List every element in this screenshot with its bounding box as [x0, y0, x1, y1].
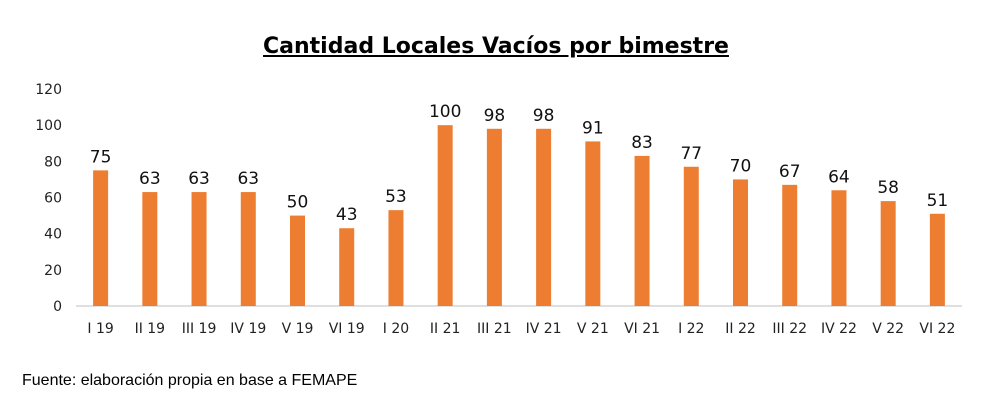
- x-tick-label-11: VI 21: [624, 321, 660, 337]
- x-tick-label-9: IV 21: [526, 321, 562, 337]
- x-tick-label-10: V 21: [577, 321, 609, 337]
- y-axis: 0 20 40 60 80 100 120: [35, 82, 62, 315]
- x-tick-label-13: II 22: [725, 321, 756, 337]
- bar-5: [339, 228, 355, 306]
- bar-2: [191, 192, 207, 306]
- x-tick-label-4: V 19: [282, 321, 314, 337]
- y-tick-label-6: 120: [35, 82, 62, 98]
- y-tick-label-0: 0: [53, 299, 62, 315]
- data-label-16: 58: [877, 178, 899, 198]
- data-label-15: 64: [828, 167, 850, 187]
- bar-9: [536, 128, 552, 306]
- data-label-9: 98: [533, 106, 555, 126]
- y-tick-label-5: 100: [35, 118, 62, 134]
- data-label-17: 51: [927, 191, 949, 211]
- x-axis: I 19 II 19 III 19 IV 19 V 19 VI 19 I 20 II 21 II…: [87, 321, 955, 337]
- bar-4: [290, 215, 305, 306]
- data-label-8: 98: [484, 106, 506, 126]
- x-tick-label-3: IV 19: [230, 321, 266, 337]
- bar-chart: 0 20 40 60 80 100 120 75 63 63 63 50 43 53 100 98 98 91 8…: [35, 82, 962, 337]
- chart-title: Cantidad Locales Vacíos por bimestre: [263, 34, 729, 59]
- data-label-0: 75: [90, 147, 112, 167]
- bar-14: [782, 184, 798, 306]
- data-label-1: 63: [139, 169, 161, 189]
- bar-1: [142, 192, 158, 306]
- bar-12: [683, 166, 699, 306]
- y-tick-label-1: 20: [44, 263, 62, 279]
- x-tick-label-14: III 22: [772, 321, 807, 337]
- bar-16: [880, 201, 896, 306]
- x-tick-label-7: II 21: [430, 321, 461, 337]
- bar-7: [437, 125, 453, 307]
- x-tick-label-1: II 19: [135, 321, 166, 337]
- data-label-10: 91: [582, 118, 604, 138]
- data-label-7: 100: [429, 102, 461, 122]
- data-label-5: 43: [336, 205, 358, 225]
- bar-11: [634, 155, 650, 306]
- bar-15: [831, 190, 847, 306]
- data-label-11: 83: [631, 133, 653, 153]
- x-tick-label-5: VI 19: [329, 321, 365, 337]
- x-tick-label-8: III 21: [477, 321, 512, 337]
- bar-10: [585, 141, 601, 306]
- data-label-13: 70: [730, 156, 752, 176]
- y-tick-label-2: 40: [44, 227, 62, 243]
- data-label-3: 63: [237, 169, 259, 189]
- data-label-12: 77: [680, 144, 702, 164]
- source-note: Fuente: elaboración propia en base a FEM…: [22, 372, 358, 389]
- y-tick-label-4: 80: [44, 154, 62, 170]
- data-label-6: 53: [385, 187, 407, 207]
- x-tick-label-15: IV 22: [821, 321, 857, 337]
- bar-13: [733, 179, 748, 306]
- data-label-4: 50: [287, 193, 309, 213]
- x-tick-label-0: I 19: [87, 321, 113, 337]
- data-label-14: 67: [779, 162, 801, 182]
- x-tick-label-6: I 20: [383, 321, 409, 337]
- x-tick-label-16: V 22: [872, 321, 904, 337]
- x-tick-label-17: VI 22: [919, 321, 955, 337]
- y-tick-label-3: 60: [44, 191, 62, 207]
- bar-0: [93, 170, 109, 306]
- bar-8: [486, 128, 502, 306]
- data-label-2: 63: [188, 169, 210, 189]
- x-tick-label-2: III 19: [182, 321, 217, 337]
- x-tick-label-12: I 22: [678, 321, 704, 337]
- data-labels: 75 63 63 63 50 43 53 100 98 98 91 83 77 70 67 64 58 51: [90, 102, 948, 225]
- bar-6: [388, 210, 404, 306]
- bar-17: [929, 213, 945, 306]
- bars: [93, 125, 945, 307]
- bar-3: [240, 192, 256, 306]
